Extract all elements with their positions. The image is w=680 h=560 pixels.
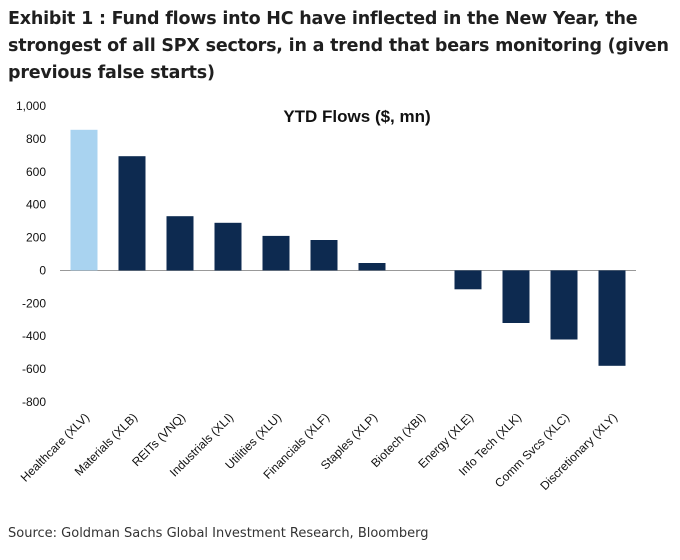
- bar: [166, 216, 194, 271]
- y-tick-label: 0: [39, 263, 46, 277]
- y-tick-label: 200: [26, 231, 46, 245]
- bars: [70, 129, 626, 366]
- bar: [310, 240, 338, 271]
- exhibit-title: Exhibit 1 : Fund flows into HC have infl…: [8, 9, 669, 83]
- y-axis: 1,000 800 600 400 200 0 -200 -400 -600 -800: [16, 99, 636, 409]
- bar: [358, 263, 386, 271]
- source-note: Source: Goldman Sachs Global Investment …: [8, 526, 429, 541]
- bar: [550, 270, 578, 340]
- bar: [598, 270, 626, 366]
- x-axis-labels: Healthcare (XLV)Materials (XLB)REITs (VN…: [18, 410, 620, 493]
- chart-title: YTD Flows ($, mn): [283, 107, 430, 126]
- y-tick-label: -400: [22, 329, 46, 343]
- y-tick-label: -200: [22, 296, 46, 310]
- y-tick-label: 1,000: [16, 99, 46, 113]
- bar: [70, 129, 98, 271]
- bar-chart: YTD Flows ($, mn) 1,000 800 600 400 200 0 -200…: [16, 99, 636, 493]
- y-tick-label: -600: [22, 362, 46, 376]
- y-tick-label: 400: [26, 198, 46, 212]
- bar: [214, 222, 242, 271]
- bar: [118, 156, 146, 271]
- y-tick-label: 600: [26, 165, 46, 179]
- y-tick-label: -800: [22, 395, 46, 409]
- bar: [454, 270, 482, 290]
- bar: [502, 270, 530, 323]
- y-tick-label: 800: [26, 132, 46, 146]
- bar: [262, 235, 290, 271]
